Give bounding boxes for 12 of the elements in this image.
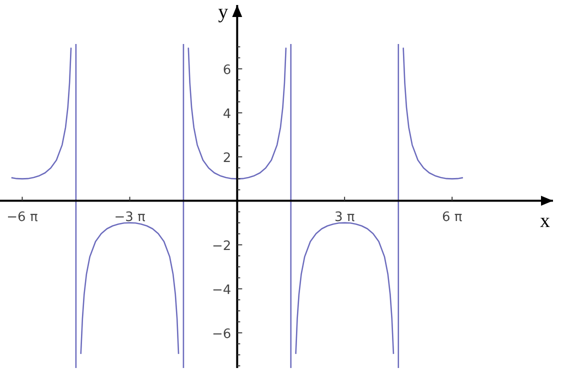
y-tick-label: 4 [222,106,232,122]
y-axis-title: y [218,1,228,23]
y-tick-label: −2 [212,238,232,254]
y-tick-label: 6 [222,62,232,78]
y-tick-label: −4 [212,282,232,298]
x-tick-label: 3 π [334,210,355,225]
x-tick-label: −3 π [114,210,146,225]
x-tick-label: −6 π [6,210,38,225]
y-tick-label: 2 [222,150,232,166]
x-tick-label: 6 π [442,210,462,225]
y-tick-label: −6 [212,326,232,342]
x-axis-title: x [540,210,550,232]
